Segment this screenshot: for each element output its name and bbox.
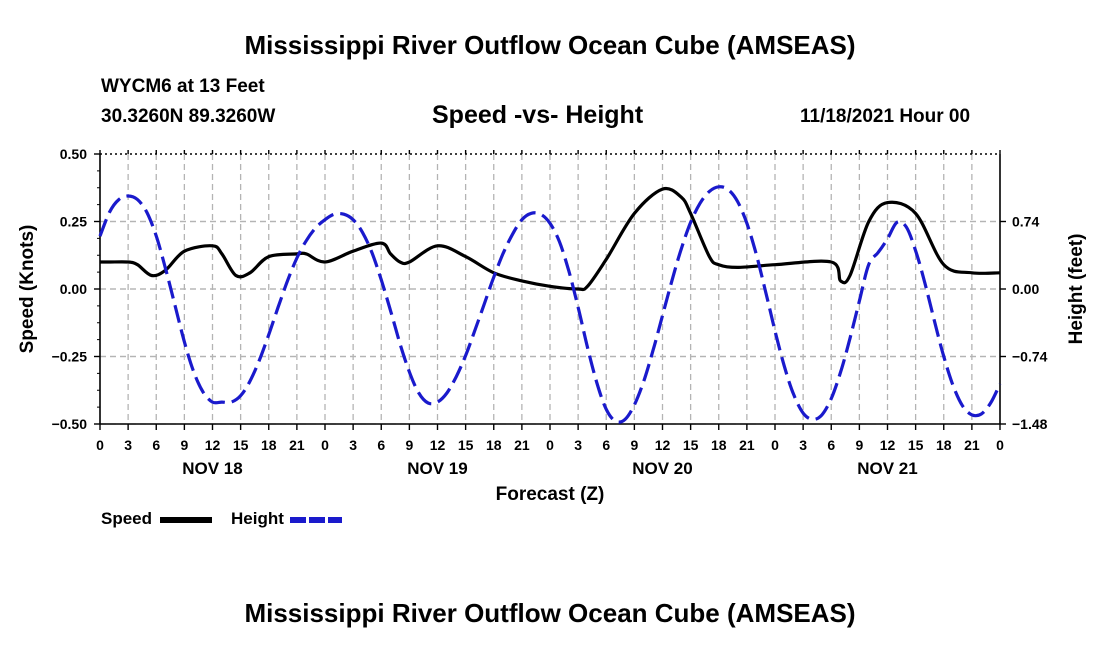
x-tick-label: 12 bbox=[880, 437, 896, 453]
left-axis-tick-labels: −0.50 −0.25 0.00 0.25 0.50 bbox=[52, 146, 88, 432]
station-label: WYCM6 at 13 Feet bbox=[101, 76, 265, 97]
x-tick-label: 15 bbox=[458, 437, 474, 453]
x-tick-label: 12 bbox=[430, 437, 446, 453]
footer-title: Mississippi River Outflow Ocean Cube (AM… bbox=[244, 598, 856, 628]
x-axis-tick-labels: 0 3 6 9 12 15 18 21 0 3 6 9 12 15 18 21 0 3 6 9 12 15 18 21 0 3 6 9… bbox=[96, 437, 1004, 453]
x-tick-label: 18 bbox=[711, 437, 727, 453]
coordinates-label: 30.3260N 89.3260W bbox=[101, 106, 276, 127]
day-label: NOV 21 bbox=[857, 459, 917, 478]
x-tick-label: 0 bbox=[321, 437, 329, 453]
left-y-tick-label: −0.50 bbox=[52, 416, 88, 432]
x-axis-label: Forecast (Z) bbox=[496, 484, 605, 505]
x-tick-label: 6 bbox=[602, 437, 610, 453]
x-tick-label: 18 bbox=[936, 437, 952, 453]
x-tick-label: 9 bbox=[180, 437, 188, 453]
x-tick-label: 21 bbox=[289, 437, 305, 453]
x-tick-label: 12 bbox=[655, 437, 671, 453]
chart-subtitle: Speed -vs- Height bbox=[432, 101, 644, 129]
legend-speed-swatch bbox=[160, 517, 212, 523]
x-tick-label: 15 bbox=[908, 437, 924, 453]
x-tick-label: 3 bbox=[799, 437, 807, 453]
grid-lines bbox=[100, 154, 1000, 425]
left-y-tick-label: 0.25 bbox=[60, 214, 87, 230]
x-tick-label: 9 bbox=[630, 437, 638, 453]
legend-height-swatch bbox=[290, 517, 342, 523]
right-y-tick-label: 0.00 bbox=[1012, 281, 1039, 297]
x-tick-label: 0 bbox=[96, 437, 104, 453]
x-tick-label: 15 bbox=[683, 437, 699, 453]
right-y-tick-label: 0.74 bbox=[1012, 214, 1039, 230]
day-label: NOV 18 bbox=[182, 459, 242, 478]
left-y-tick-label: 0.00 bbox=[60, 281, 87, 297]
x-tick-label: 3 bbox=[349, 437, 357, 453]
x-tick-label: 21 bbox=[739, 437, 755, 453]
height-series-line bbox=[98, 185, 1002, 424]
legend-height-label: Height bbox=[231, 509, 284, 528]
right-y-tick-label: −0.74 bbox=[1012, 349, 1048, 365]
x-tick-label: 0 bbox=[771, 437, 779, 453]
data-series bbox=[98, 185, 1002, 424]
day-labels: NOV 18 NOV 19 NOV 20 NOV 21 bbox=[182, 459, 917, 478]
x-tick-label: 6 bbox=[152, 437, 160, 453]
x-tick-label: 9 bbox=[405, 437, 413, 453]
x-tick-label: 0 bbox=[546, 437, 554, 453]
chart-title: Mississippi River Outflow Ocean Cube (AM… bbox=[244, 30, 856, 60]
legend-speed-label: Speed bbox=[101, 509, 153, 528]
x-tick-label: 21 bbox=[964, 437, 980, 453]
day-label: NOV 19 bbox=[407, 459, 467, 478]
x-tick-label: 3 bbox=[574, 437, 582, 453]
x-tick-label: 6 bbox=[377, 437, 385, 453]
forecast-datetime: 11/18/2021 Hour 00 bbox=[800, 106, 971, 127]
day-label: NOV 20 bbox=[632, 459, 692, 478]
x-tick-label: 0 bbox=[996, 437, 1004, 453]
right-axis-tick-labels: −1.48 −0.74 0.00 0.74 bbox=[1012, 214, 1048, 433]
axis-ticks bbox=[94, 150, 1006, 430]
left-axis-label: Speed (Knots) bbox=[17, 225, 38, 354]
right-axis-label: Height (feet) bbox=[1066, 234, 1087, 345]
left-y-tick-label: −0.25 bbox=[52, 349, 88, 365]
x-tick-label: 18 bbox=[261, 437, 277, 453]
x-tick-label: 6 bbox=[827, 437, 835, 453]
x-tick-label: 12 bbox=[205, 437, 221, 453]
x-tick-label: 9 bbox=[855, 437, 863, 453]
left-y-tick-label: 0.50 bbox=[60, 146, 87, 162]
x-tick-label: 21 bbox=[514, 437, 530, 453]
right-y-tick-label: −1.48 bbox=[1012, 416, 1048, 432]
x-tick-label: 15 bbox=[233, 437, 249, 453]
x-tick-label: 3 bbox=[124, 437, 132, 453]
x-tick-label: 18 bbox=[486, 437, 502, 453]
